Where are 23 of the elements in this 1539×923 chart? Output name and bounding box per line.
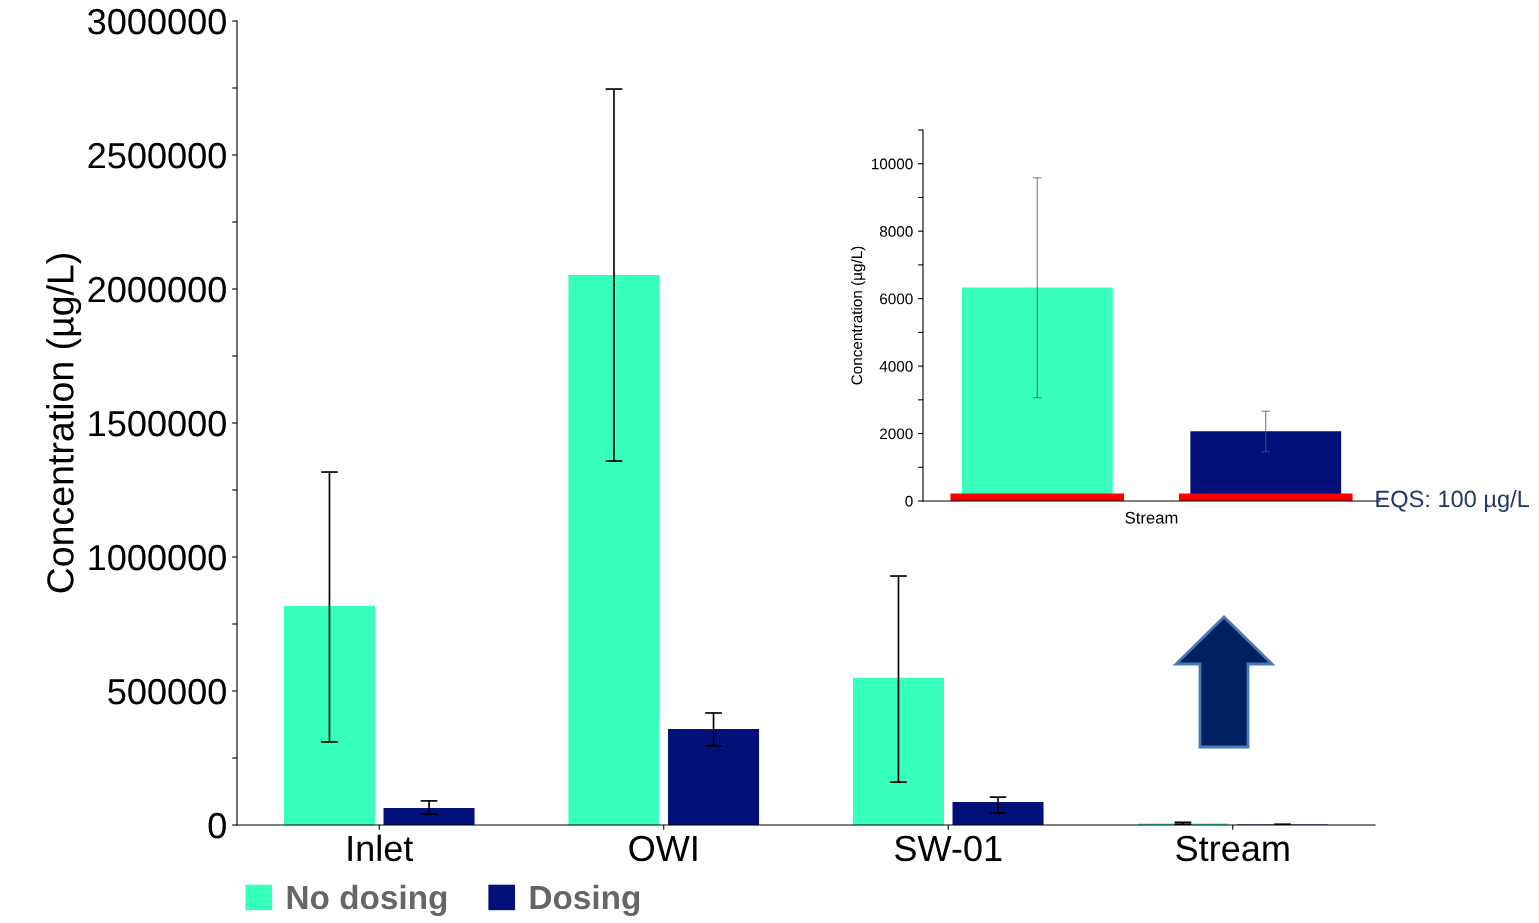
y-axis-title: Concentration (µg/L) xyxy=(851,246,866,385)
legend-label: No dosing xyxy=(287,884,447,917)
ref-line-label: EQS: 100 µg/L xyxy=(1376,489,1530,513)
y-tick-label: 0 xyxy=(905,495,913,507)
y-tick-label: 2500000 xyxy=(88,142,226,169)
y-tick-label: 8000 xyxy=(879,226,913,237)
y-tick-label: 500000 xyxy=(108,678,226,705)
legend-label: Dosing xyxy=(530,884,640,917)
y-tick-label: 4000 xyxy=(879,360,913,372)
y-tick-label: 0 xyxy=(208,812,226,839)
y-tick-label: 2000 xyxy=(880,428,913,440)
y-tick-label: 1000000 xyxy=(89,544,226,571)
x-tick-label: OWI xyxy=(629,835,697,862)
x-tick-label: Inlet xyxy=(348,834,414,862)
x-tick-label: Stream xyxy=(1176,835,1289,862)
y-tick-label: 10000 xyxy=(871,158,913,170)
y-tick-label: 2000000 xyxy=(88,276,226,303)
y-tick-label: 3000000 xyxy=(88,8,226,35)
x-axis-title: Stream xyxy=(1125,511,1178,524)
y-tick-label: 6000 xyxy=(880,293,913,305)
y-axis-title: Concentration (µg/L) xyxy=(46,254,82,593)
y-tick-label: 1500000 xyxy=(89,410,226,437)
x-tick-label: SW-01 xyxy=(895,835,1002,862)
